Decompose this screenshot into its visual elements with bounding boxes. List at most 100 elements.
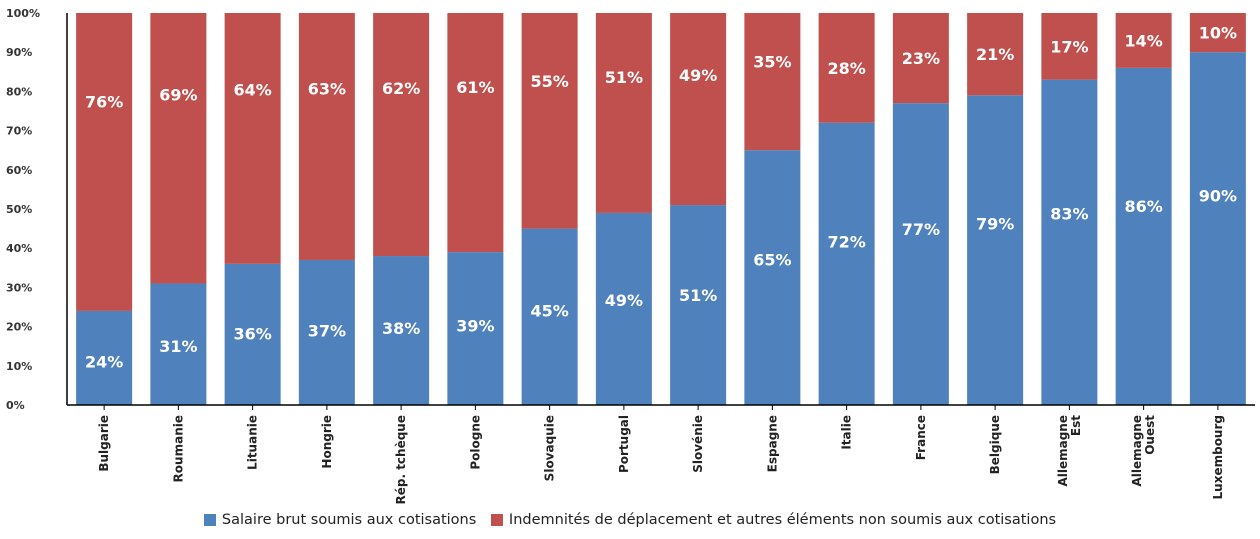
data-label-salaire: 51% bbox=[679, 286, 717, 305]
svg-text:France: France bbox=[914, 415, 928, 460]
svg-text:Lituanie: Lituanie bbox=[246, 415, 260, 470]
x-category-label: Espagne bbox=[765, 415, 779, 472]
data-label-indemnites: 17% bbox=[1050, 37, 1088, 56]
x-category-label: Pologne bbox=[468, 415, 482, 470]
data-label-indemnites: 35% bbox=[753, 52, 791, 71]
bar-salaire bbox=[595, 212, 652, 405]
data-label-salaire: 39% bbox=[456, 317, 494, 336]
x-axis-tick-marks bbox=[103, 405, 1219, 410]
x-category-label: France bbox=[914, 415, 928, 460]
bar-indemnites bbox=[744, 13, 801, 151]
data-label-salaire: 45% bbox=[530, 301, 568, 320]
bar-indemnites bbox=[447, 13, 504, 253]
legend-swatch-salaire bbox=[203, 514, 216, 526]
legend: Salaire brut soumis aux cotisations Inde… bbox=[0, 512, 1260, 530]
data-label-indemnites: 76% bbox=[85, 92, 123, 111]
y-tick-label: 10% bbox=[6, 360, 32, 373]
data-label-salaire: 36% bbox=[233, 324, 271, 343]
x-category-label: Slovénie bbox=[691, 415, 705, 473]
svg-text:Espagne: Espagne bbox=[765, 415, 779, 472]
x-category-label: Italie bbox=[840, 415, 854, 450]
bar-salaire bbox=[1189, 52, 1246, 405]
svg-text:Slovénie: Slovénie bbox=[691, 415, 705, 473]
data-label-indemnites: 10% bbox=[1199, 24, 1237, 43]
y-axis-ticks: 0% 10% 20% 30% 40% 50% 60% 70% 80% 90% 100% bbox=[6, 7, 40, 412]
bar-salaire bbox=[224, 263, 281, 405]
y-tick-label: 80% bbox=[6, 85, 32, 98]
x-category-label: Hongrie bbox=[320, 415, 334, 469]
bar-salaire bbox=[818, 122, 875, 405]
bar-salaire bbox=[1041, 79, 1098, 405]
data-label-indemnites: 49% bbox=[679, 66, 717, 85]
bar-indemnites bbox=[1041, 13, 1098, 80]
bar-indemnites bbox=[298, 13, 355, 260]
y-tick-label: 0% bbox=[6, 399, 25, 412]
x-category-label: AllemagneEst bbox=[1056, 415, 1083, 487]
data-label-indemnites: 28% bbox=[827, 59, 865, 78]
data-labels: 24% 76% 31% 69% 36% 64% 37% 63% 38% 62% 39% 61% 45% 5… bbox=[85, 24, 1237, 372]
y-tick-label: 70% bbox=[6, 125, 32, 138]
x-category-label: Belgique bbox=[988, 415, 1002, 474]
x-category-label: Roumanie bbox=[171, 415, 185, 482]
y-tick-label: 40% bbox=[6, 242, 32, 255]
bar-indemnites bbox=[224, 13, 281, 264]
svg-text:Roumanie: Roumanie bbox=[171, 415, 185, 482]
x-category-label: Luxembourg bbox=[1211, 415, 1225, 499]
x-category-label: Rép. tchèque bbox=[394, 415, 408, 505]
bar-salaire bbox=[744, 150, 801, 405]
data-label-indemnites: 61% bbox=[456, 78, 494, 97]
data-label-indemnites: 55% bbox=[530, 72, 568, 91]
svg-text:Belgique: Belgique bbox=[988, 415, 1002, 474]
y-tick-label: 20% bbox=[6, 321, 32, 334]
bar-indemnites bbox=[1189, 13, 1246, 53]
data-label-salaire: 83% bbox=[1050, 205, 1088, 224]
data-label-salaire: 90% bbox=[1199, 187, 1237, 206]
x-category-label: Portugal bbox=[617, 415, 631, 473]
bar-salaire bbox=[521, 228, 578, 405]
bar-salaire bbox=[892, 103, 949, 405]
bar-salaire bbox=[967, 95, 1024, 405]
bar-indemnites bbox=[892, 13, 949, 104]
data-label-salaire: 79% bbox=[976, 215, 1014, 234]
bar-indemnites bbox=[595, 13, 652, 213]
svg-text:AllemagneOuest: AllemagneOuest bbox=[1130, 415, 1157, 487]
bar-indemnites bbox=[818, 13, 875, 123]
stacked-bar-chart: 0% 10% 20% 30% 40% 50% 60% 70% 80% 90% 100% 24% 76%… bbox=[6, 7, 1255, 505]
x-category-label: Slovaquie bbox=[543, 415, 557, 481]
legend-item-salaire: Salaire brut soumis aux cotisations bbox=[203, 512, 477, 528]
bar-indemnites bbox=[76, 13, 133, 311]
data-label-salaire: 72% bbox=[827, 233, 865, 252]
bar-salaire bbox=[76, 310, 133, 405]
data-label-indemnites: 14% bbox=[1124, 31, 1162, 50]
bar-salaire bbox=[447, 252, 504, 405]
svg-text:AllemagneEst: AllemagneEst bbox=[1056, 415, 1083, 487]
svg-text:Italie: Italie bbox=[840, 415, 854, 450]
svg-text:Portugal: Portugal bbox=[617, 415, 631, 473]
legend-label-salaire: Salaire brut soumis aux cotisations bbox=[221, 512, 477, 528]
legend-label-indemnites: Indemnités de déplacement et autres élém… bbox=[508, 512, 1057, 528]
bar-salaire bbox=[298, 259, 355, 405]
data-label-salaire: 77% bbox=[902, 220, 940, 239]
x-axis-category-labels: Bulgarie Roumanie Lituanie Hongrie Rép. tchè… bbox=[97, 415, 1225, 505]
svg-text:Luxembourg: Luxembourg bbox=[1211, 415, 1225, 499]
bar-indemnites bbox=[967, 13, 1024, 96]
bar-salaire bbox=[670, 205, 727, 405]
bar-indemnites bbox=[373, 13, 430, 257]
data-label-indemnites: 23% bbox=[902, 49, 940, 68]
bar-salaire bbox=[150, 283, 207, 405]
data-label-salaire: 37% bbox=[308, 322, 346, 341]
data-label-salaire: 49% bbox=[605, 291, 643, 310]
data-label-indemnites: 21% bbox=[976, 45, 1014, 64]
data-label-indemnites: 69% bbox=[159, 86, 197, 105]
x-category-label: Lituanie bbox=[246, 415, 260, 470]
data-label-salaire: 24% bbox=[85, 352, 123, 371]
svg-text:Bulgarie: Bulgarie bbox=[97, 415, 111, 472]
data-label-salaire: 65% bbox=[753, 250, 791, 269]
data-label-salaire: 31% bbox=[159, 337, 197, 356]
y-tick-label: 30% bbox=[6, 281, 32, 294]
data-label-indemnites: 64% bbox=[233, 81, 271, 100]
bar-indemnites bbox=[150, 13, 207, 284]
bar-indemnites bbox=[670, 13, 727, 206]
svg-text:Slovaquie: Slovaquie bbox=[543, 415, 557, 481]
bar-salaire bbox=[373, 256, 430, 405]
